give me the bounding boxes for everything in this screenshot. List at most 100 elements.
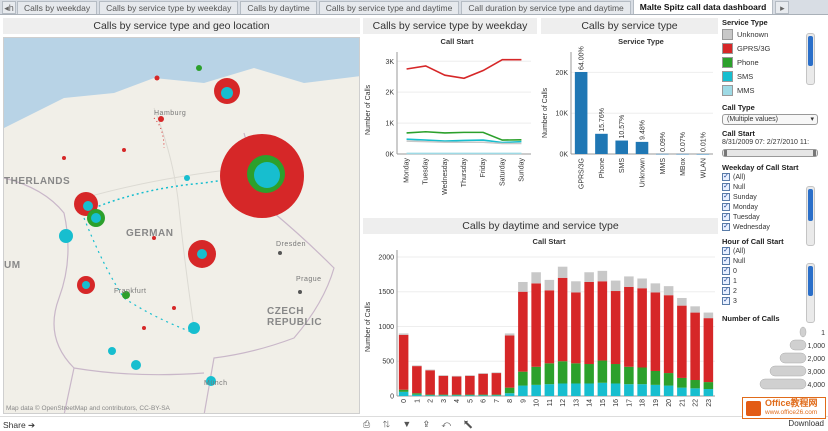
- checkbox[interactable]: ✓: [722, 193, 730, 201]
- x-tick-label: Tuesday: [423, 158, 430, 185]
- bar-data-label: 15.76%: [599, 108, 606, 132]
- x-tick-label: Thursday: [461, 158, 468, 188]
- call-circle-frankfurt[interactable]: [122, 291, 130, 299]
- x-tick-label: 8: [507, 399, 514, 403]
- bar-segment-phone: [438, 394, 449, 396]
- tab-scroll-right-button[interactable]: ▸: [775, 1, 790, 14]
- bar-segment-sms: [571, 383, 581, 396]
- bar-segment-gprs3g: [624, 286, 634, 367]
- call-type-title: Call Type: [722, 103, 755, 112]
- bar-segment-gprs3g: [703, 318, 714, 383]
- tab-calls-by-service-type-and-daytime[interactable]: Calls by service type and daytime: [318, 1, 460, 14]
- tab-scroll-left-button[interactable]: ◂h: [2, 1, 16, 14]
- y-tick-label: 2K: [385, 90, 394, 97]
- legend-item[interactable]: MMS: [722, 83, 828, 97]
- call-circle-nuremberg[interactable]: [188, 322, 200, 334]
- legend-scroll-thumb[interactable]: [808, 36, 813, 66]
- share-button[interactable]: Share ➔: [3, 420, 36, 430]
- call-dot[interactable]: [142, 326, 146, 330]
- weekday-scroll-thumb[interactable]: [808, 189, 813, 221]
- bar-segment-sms: [544, 384, 555, 396]
- bar-segment-phone: [544, 363, 555, 385]
- hour-scroll-thumb[interactable]: [808, 266, 813, 296]
- call-circle-south[interactable]: [108, 347, 116, 355]
- call-dot[interactable]: [62, 156, 66, 160]
- tab-call-duration[interactable]: Call duration by service type and daytim…: [461, 1, 631, 14]
- filter-checkbox-item[interactable]: ✓ Null: [722, 256, 828, 266]
- slider-handle-right[interactable]: [813, 150, 816, 156]
- call-dot[interactable]: [184, 175, 190, 181]
- checkbox[interactable]: ✓: [722, 247, 730, 255]
- x-tick-label: 10: [534, 399, 541, 407]
- call-type-select[interactable]: (Multiple values): [722, 114, 818, 125]
- call-circle-north-sms[interactable]: [221, 87, 233, 99]
- checkbox[interactable]: ✓: [722, 297, 730, 305]
- legend-scrollbar[interactable]: [806, 33, 815, 85]
- tab-calls-by-weekday[interactable]: Calls by weekday: [17, 1, 98, 14]
- geo-map[interactable]: THERLANDS GERMAN Hamburg Dresden Prague …: [3, 37, 360, 414]
- call-dot[interactable]: [122, 148, 126, 152]
- legend-item[interactable]: Phone: [722, 55, 828, 69]
- filter-checkbox-item[interactable]: ✓ 2: [722, 286, 828, 296]
- tab-dashboard[interactable]: Malte Spitz call data dashboard: [632, 0, 774, 14]
- checkbox[interactable]: ✓: [722, 223, 730, 231]
- legend-item[interactable]: GPRS/3G: [722, 41, 828, 55]
- filter-checkbox-item[interactable]: ✓ Tuesday: [722, 212, 828, 222]
- call-circle-hamburg[interactable]: [158, 116, 164, 122]
- tab-calls-by-daytime[interactable]: Calls by daytime: [240, 1, 317, 14]
- legend-item[interactable]: Unknown: [722, 27, 828, 41]
- filter-checkbox-item[interactable]: ✓ 1: [722, 276, 828, 286]
- checkbox[interactable]: ✓: [722, 203, 730, 211]
- size-legend-mark: [799, 326, 807, 338]
- weekday-line-chart[interactable]: 0K 1K 2K 3K Monday Tuesday Wednesday Thursday Fr…: [363, 46, 537, 212]
- call-circle-southwest-sms[interactable]: [82, 281, 90, 289]
- checkbox[interactable]: ✓: [722, 267, 730, 275]
- bar-segment-phone: [451, 394, 462, 396]
- call-circle-south2[interactable]: [131, 360, 141, 370]
- filter-checkbox-item[interactable]: ✓ (All): [722, 172, 828, 182]
- filter-checkbox-item[interactable]: ✓ (All): [722, 246, 828, 256]
- map-canvas[interactable]: [4, 38, 360, 414]
- checkbox[interactable]: ✓: [722, 257, 730, 265]
- filter-checkbox-item[interactable]: ✓ Null: [722, 182, 828, 192]
- bar-segment-unknown: [544, 279, 555, 291]
- slider-handle-left[interactable]: [724, 150, 727, 156]
- call-circle-berlin-sms[interactable]: [254, 162, 280, 188]
- tab-calls-by-service-type-by-weekday[interactable]: Calls by service type by weekday: [99, 1, 239, 14]
- call-dot[interactable]: [154, 75, 160, 81]
- checkbox[interactable]: ✓: [722, 287, 730, 295]
- service-bar-chart[interactable]: 0K 10K 20K 64.00% GPRS/3G 15.76% Phone 10.57% SM…: [541, 46, 718, 212]
- legend-item[interactable]: SMS: [722, 69, 828, 83]
- bar-segment-gprs3g: [451, 376, 462, 395]
- call-circle-west-sms[interactable]: [83, 201, 93, 211]
- toolbar-icons[interactable]: ⎙ ⇅ ▼ ⇪ ↶ ⬉: [363, 419, 478, 429]
- filter-checkbox-item[interactable]: ✓ Sunday: [722, 192, 828, 202]
- call-circle-west-sms2[interactable]: [91, 213, 101, 223]
- call-circle-coast[interactable]: [196, 65, 202, 71]
- filter-checkbox-item[interactable]: ✓ 0: [722, 266, 828, 276]
- call-circle-rhine[interactable]: [59, 229, 73, 243]
- weekday-scrollbar[interactable]: [806, 186, 815, 246]
- download-button[interactable]: Download: [788, 419, 824, 428]
- bar-segment-sms: [504, 393, 515, 396]
- call-circle-center-sms[interactable]: [197, 249, 207, 259]
- call-dot[interactable]: [172, 306, 176, 310]
- filter-checkbox-item[interactable]: ✓ Wednesday: [722, 222, 828, 232]
- checkbox[interactable]: ✓: [722, 173, 730, 181]
- x-tick-label: 1: [414, 399, 421, 403]
- x-tick-label: 5: [467, 399, 474, 403]
- call-circle-munich[interactable]: [206, 376, 216, 386]
- y-tick-label: 0: [390, 394, 394, 401]
- checkbox[interactable]: ✓: [722, 213, 730, 221]
- filter-checkbox-item[interactable]: ✓ Monday: [722, 202, 828, 212]
- call-start-slider[interactable]: [722, 149, 818, 157]
- checkbox[interactable]: ✓: [722, 277, 730, 285]
- bar-segment-unknown: [478, 373, 488, 374]
- checkbox[interactable]: ✓: [722, 183, 730, 191]
- call-start-title: Call Start: [722, 129, 755, 138]
- bar-segment-phone: [478, 394, 488, 396]
- call-dot[interactable]: [152, 236, 156, 240]
- hour-scrollbar[interactable]: [806, 263, 815, 323]
- filter-checkbox-item[interactable]: ✓ 3: [722, 296, 828, 306]
